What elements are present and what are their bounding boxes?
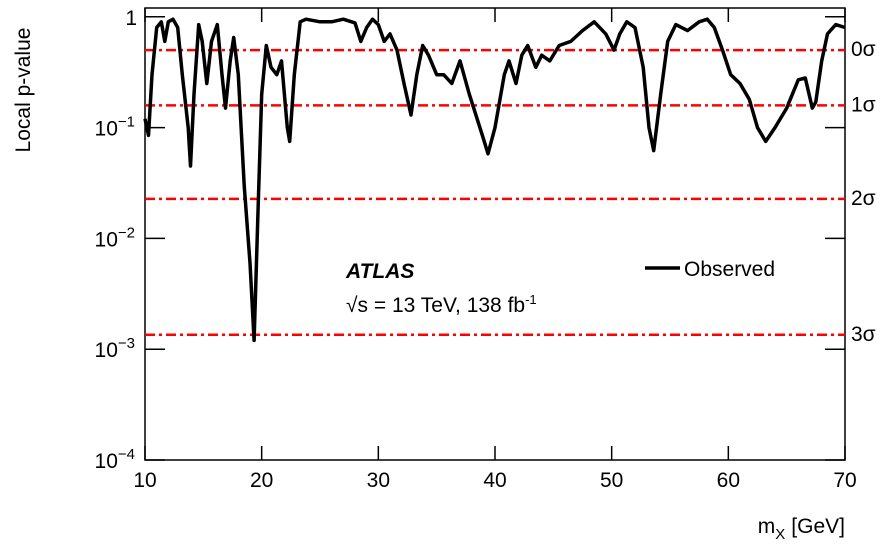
y-tick-exponent: −1 bbox=[118, 114, 135, 131]
y-tick-label: 1 bbox=[125, 7, 137, 30]
experiment-label: ATLAS bbox=[345, 260, 414, 283]
y-tick-base: 10 bbox=[95, 339, 118, 362]
sigma-label: 3σ bbox=[851, 323, 876, 346]
y-tick-base: 10 bbox=[95, 450, 118, 473]
sigma-label: 0σ bbox=[851, 38, 876, 61]
x-label-sub: X bbox=[775, 526, 785, 543]
legend-label: Observed bbox=[684, 258, 775, 281]
x-tick-label: 30 bbox=[367, 469, 390, 492]
x-tick-label: 20 bbox=[250, 469, 273, 492]
x-label-main: m bbox=[758, 515, 776, 538]
energy-text: √s = 13 TeV, 138 fb bbox=[346, 294, 525, 317]
sigma-label: 1σ bbox=[851, 93, 876, 116]
energy-label: √s = 13 TeV, 138 fb-1 bbox=[346, 292, 537, 317]
x-tick-label: 10 bbox=[133, 469, 156, 492]
y-tick-exponent: −4 bbox=[118, 446, 135, 463]
y-tick-base: 10 bbox=[95, 228, 118, 251]
y-tick-label: 10−2 bbox=[95, 224, 135, 251]
x-tick-label: 40 bbox=[483, 469, 506, 492]
x-label-unit: [GeV] bbox=[791, 515, 845, 538]
y-tick-label: 10−1 bbox=[95, 114, 135, 141]
y-axis-label: Local p-value bbox=[12, 28, 35, 153]
y-tick-label: 10−4 bbox=[95, 446, 135, 473]
x-tick-label: 70 bbox=[833, 469, 856, 492]
y-tick-exponent: −3 bbox=[118, 335, 135, 352]
sigma-label: 2σ bbox=[851, 187, 876, 210]
plot-frame bbox=[144, 7, 846, 461]
x-tick-label: 50 bbox=[600, 469, 623, 492]
lumi-exponent: -1 bbox=[525, 292, 537, 307]
x-axis-label: mX [GeV] bbox=[758, 515, 845, 543]
data-line bbox=[143, 17, 846, 343]
y-tick-base: 10 bbox=[95, 118, 118, 141]
y-tick-exponent: −2 bbox=[118, 224, 135, 241]
y-tick-label: 10−3 bbox=[95, 335, 135, 362]
x-tick-label: 60 bbox=[717, 469, 740, 492]
